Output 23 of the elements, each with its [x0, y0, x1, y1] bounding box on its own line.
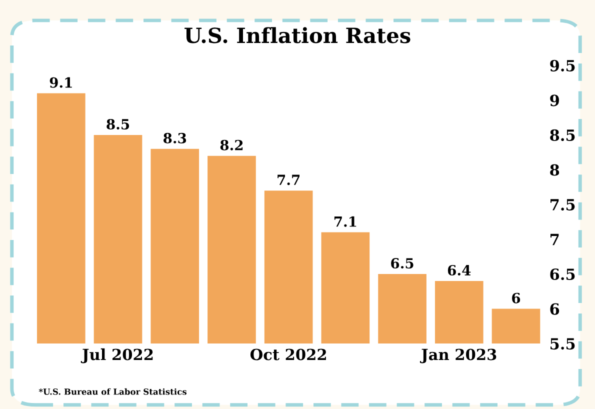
data-label: 6: [512, 292, 520, 304]
y-tick-label: 7: [550, 234, 559, 246]
y-tick-label: 7.5: [550, 199, 575, 211]
text: *U.S. Bureau of Labor Statistics: [38, 388, 187, 395]
x-tick-label: Jul 2022: [80, 348, 153, 364]
data-label: 9.1: [50, 77, 72, 88]
y-tick-label: 6: [550, 303, 560, 315]
y-tick-label: 6.5: [550, 268, 575, 280]
data-label: 7.7: [278, 174, 300, 186]
chart-title: U.S. Inflation Rates: [184, 27, 410, 44]
y-tick-label: 9.5: [550, 60, 575, 72]
x-tick-label: Jan 2023: [420, 348, 496, 364]
data-label: 8.5: [106, 118, 130, 130]
x-tick-label: Oct 2022: [250, 348, 326, 360]
data-label: 6.5: [391, 258, 414, 269]
y-tick-label: 8.5: [550, 129, 575, 141]
data-label: 6.4: [448, 265, 471, 276]
data-label: 8.3: [164, 132, 186, 144]
data-label: 8.2: [220, 140, 243, 150]
data-label: 7.1: [334, 216, 356, 227]
y-tick-label: 9: [550, 94, 559, 106]
y-tick-label: 5.5: [550, 338, 575, 350]
y-tick-label: 8: [550, 164, 560, 176]
